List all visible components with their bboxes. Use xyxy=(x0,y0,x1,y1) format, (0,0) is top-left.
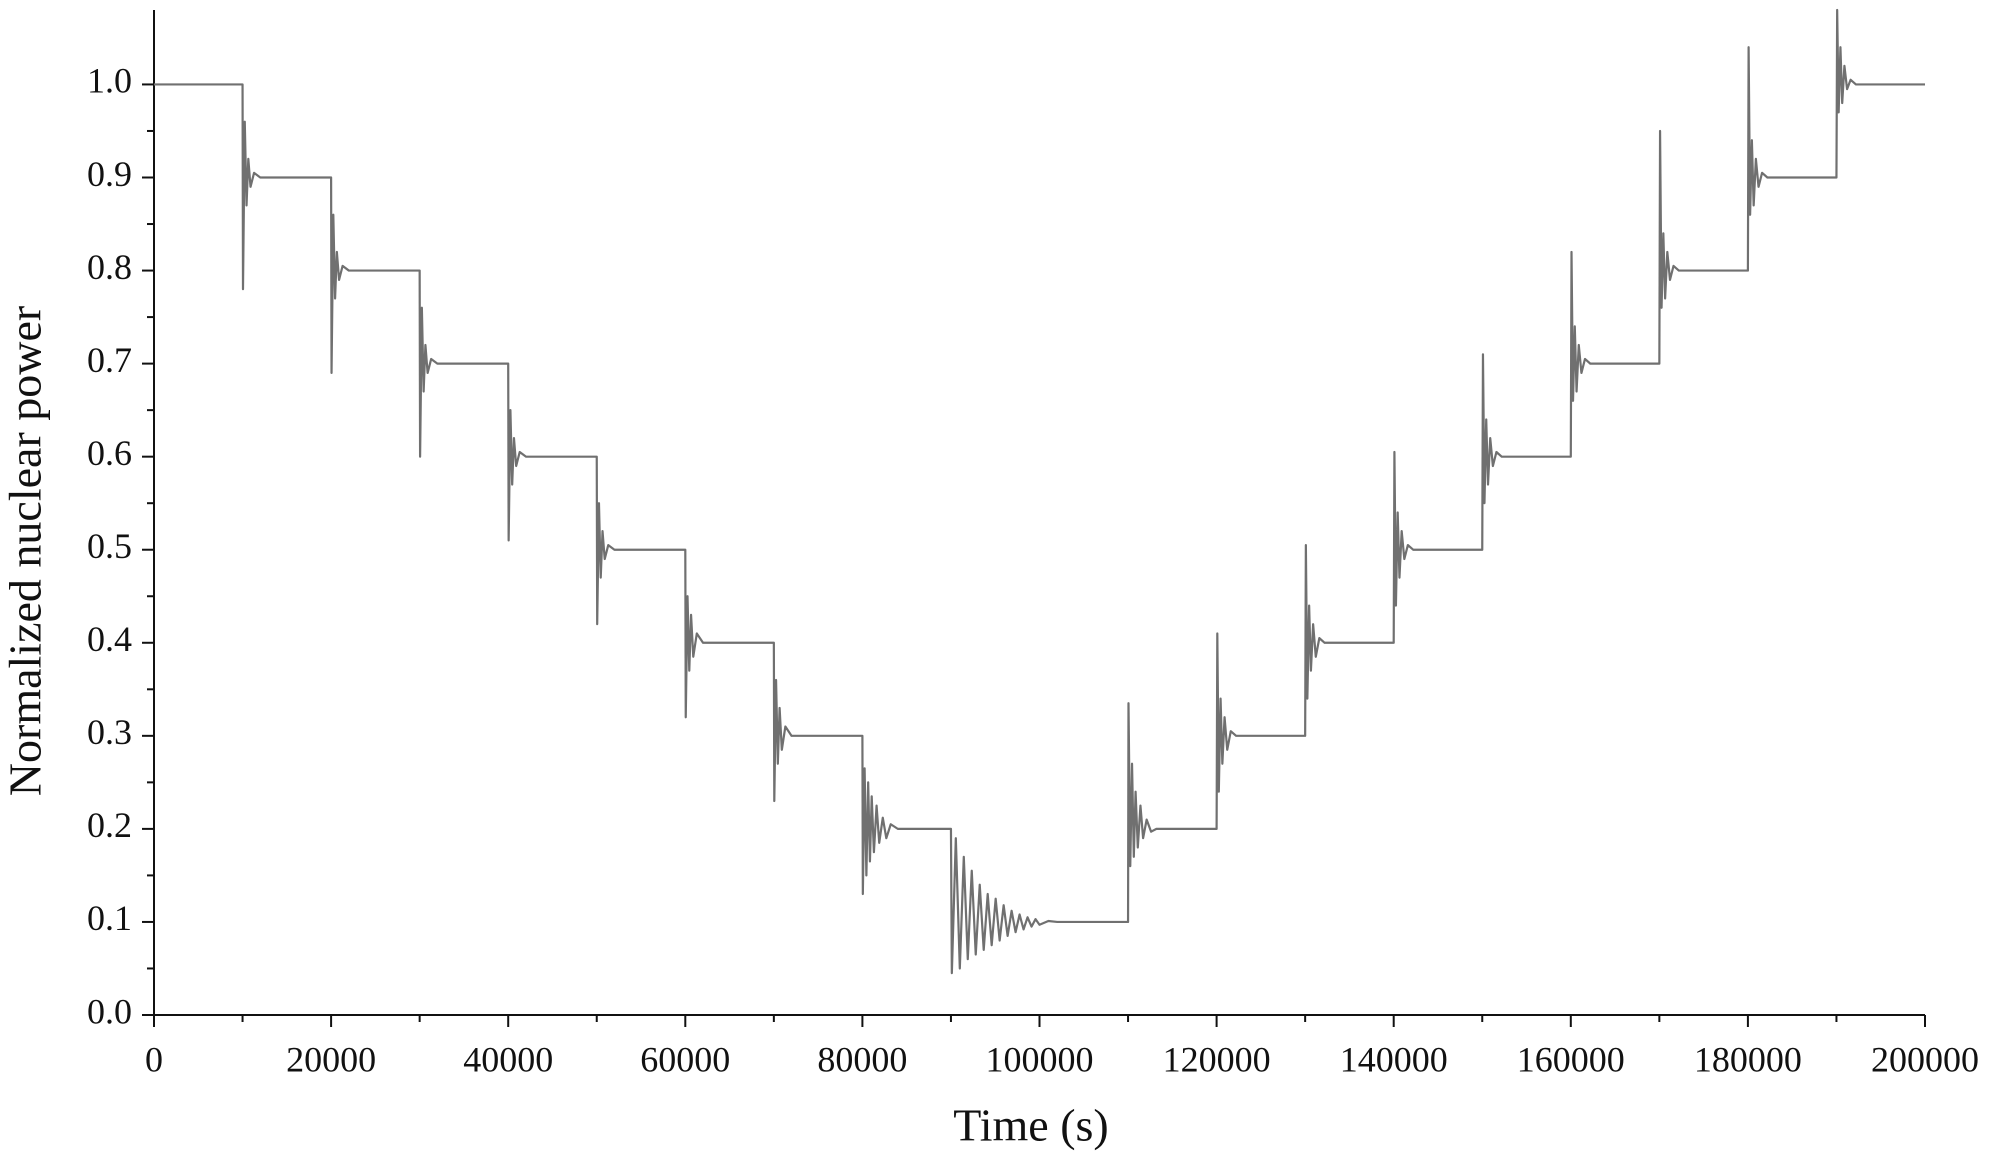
y-tick-label: 0.9 xyxy=(87,154,132,194)
x-tick-label: 60000 xyxy=(640,1039,730,1079)
x-tick-label: 20000 xyxy=(286,1039,376,1079)
y-tick-label: 0.7 xyxy=(87,340,132,380)
x-tick-label: 80000 xyxy=(817,1039,907,1079)
x-tick-label: 140000 xyxy=(1340,1039,1448,1079)
x-tick-label: 100000 xyxy=(986,1039,1094,1079)
y-tick-label: 0.8 xyxy=(87,247,132,287)
y-tick-label: 0.5 xyxy=(87,526,132,566)
x-tick-label: 0 xyxy=(145,1039,163,1079)
y-tick-label: 0.4 xyxy=(87,619,132,659)
x-tick-label: 160000 xyxy=(1517,1039,1625,1079)
x-tick-label: 40000 xyxy=(463,1039,553,1079)
x-tick-label: 180000 xyxy=(1694,1039,1802,1079)
x-tick-label: 200000 xyxy=(1871,1039,1979,1079)
y-axis-label: Normalized nuclear power xyxy=(0,306,51,796)
y-tick-label: 0.6 xyxy=(87,433,132,473)
y-tick-label: 0.2 xyxy=(87,805,132,845)
y-tick-label: 0.0 xyxy=(87,991,132,1031)
y-tick-label: 0.3 xyxy=(87,712,132,752)
y-tick-label: 1.0 xyxy=(87,61,132,101)
y-tick-label: 0.1 xyxy=(87,898,132,938)
x-axis-label: Time (s) xyxy=(953,1100,1109,1151)
x-tick-label: 120000 xyxy=(1163,1039,1271,1079)
data-line xyxy=(154,8,1925,975)
